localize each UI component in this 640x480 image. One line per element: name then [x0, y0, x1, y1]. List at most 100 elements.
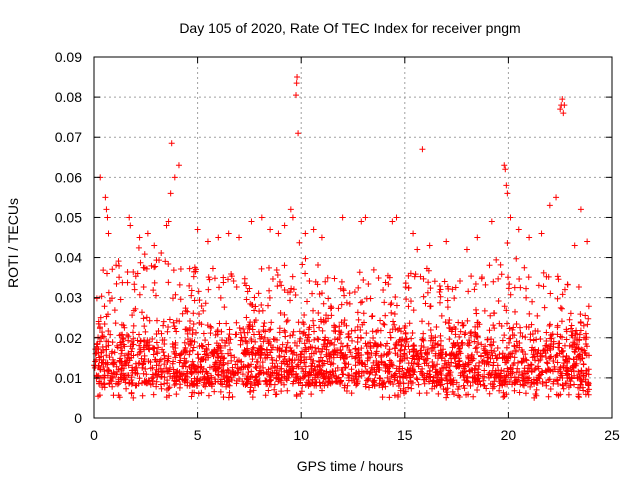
data-point-2388 [148, 375, 155, 382]
data-point-2574 [233, 380, 240, 387]
data-point-724 [91, 364, 98, 371]
data-point-2609 [165, 218, 172, 225]
data-point-1999 [284, 387, 291, 394]
data-point-579 [414, 376, 421, 383]
data-point-376 [490, 338, 497, 345]
data-point-475 [419, 318, 426, 325]
data-point-2278 [194, 377, 201, 384]
data-point-781 [150, 391, 157, 398]
data-point-2581 [189, 389, 196, 396]
data-point-2174 [498, 367, 505, 374]
data-point-941 [281, 381, 288, 388]
data-point-1749 [299, 382, 306, 389]
data-point-850 [341, 321, 348, 328]
data-point-2397 [337, 347, 344, 354]
data-point-2572 [155, 327, 162, 334]
data-point-1199 [181, 379, 188, 386]
data-point-1315 [365, 355, 372, 362]
data-point-2377 [420, 275, 427, 282]
data-point-1791 [537, 336, 544, 343]
data-point-1743 [155, 344, 162, 351]
data-point-961 [274, 283, 281, 290]
data-point-2484 [115, 376, 122, 383]
data-point-1413 [147, 359, 154, 366]
data-point-726 [317, 366, 324, 373]
data-point-1343 [196, 310, 203, 317]
data-point-1977 [136, 359, 143, 366]
data-point-1405 [188, 287, 195, 294]
data-point-2419 [416, 355, 423, 362]
data-point-1266 [486, 262, 493, 269]
data-point-464 [490, 278, 497, 285]
data-point-2170 [341, 384, 348, 391]
data-point-1618 [532, 349, 539, 356]
data-point-1523 [113, 262, 120, 269]
data-point-1866 [486, 327, 493, 334]
data-point-1676 [250, 387, 257, 394]
data-point-2526 [479, 274, 486, 281]
data-point-1839 [455, 319, 462, 326]
data-point-767 [543, 359, 550, 366]
data-point-2380 [323, 343, 330, 350]
data-point-1376 [150, 345, 157, 352]
data-point-1224 [547, 332, 554, 339]
data-point-1665 [125, 372, 132, 379]
data-point-1186 [146, 346, 153, 353]
data-point-2325 [125, 337, 132, 344]
data-point-322 [523, 357, 530, 364]
data-point-1988 [184, 330, 191, 337]
data-point-2505 [122, 358, 129, 365]
data-point-316 [522, 356, 529, 363]
data-point-1375 [516, 389, 523, 396]
data-point-2214 [129, 345, 136, 352]
y-tick-label-2: 0.02 [55, 330, 82, 346]
data-point-1911 [295, 319, 302, 326]
data-point-1072 [580, 387, 587, 394]
data-point-1112 [459, 369, 466, 376]
data-point-1633 [538, 368, 545, 375]
data-point-1336 [140, 283, 147, 290]
data-point-1686 [367, 339, 374, 346]
data-point-2594 [327, 361, 334, 368]
data-point-1424 [101, 374, 108, 381]
data-point-2368 [152, 356, 159, 363]
data-point-2035 [506, 351, 513, 358]
data-point-1897 [365, 280, 372, 287]
data-point-1538 [343, 299, 350, 306]
data-point-2447 [93, 343, 100, 350]
data-point-1348 [242, 338, 249, 345]
data-point-2645 [474, 234, 481, 241]
data-point-2655 [546, 202, 553, 209]
data-point-1409 [585, 315, 592, 322]
data-point-1807 [245, 369, 252, 376]
data-point-2510 [494, 362, 501, 369]
data-point-2418 [443, 389, 450, 396]
data-point-36 [131, 281, 138, 288]
data-point-2361 [260, 364, 267, 371]
data-point-1463 [100, 356, 107, 363]
data-point-462 [563, 353, 570, 360]
data-point-2112 [426, 367, 433, 374]
data-point-2570 [109, 360, 116, 367]
data-point-2026 [100, 380, 107, 387]
data-point-1147 [399, 357, 406, 364]
data-point-1976 [295, 356, 302, 363]
data-point-564 [403, 296, 410, 303]
data-point-2653 [526, 234, 533, 241]
data-point-513 [140, 370, 147, 377]
data-point-1565 [157, 356, 164, 363]
data-point-1169 [103, 352, 110, 359]
data-point-443 [504, 240, 511, 247]
data-point-2127 [243, 350, 250, 357]
data-point-1763 [409, 367, 416, 374]
data-point-211 [139, 364, 146, 371]
data-point-1662 [268, 365, 275, 372]
data-point-2363 [507, 364, 514, 371]
data-point-2099 [300, 330, 307, 337]
data-point-2640 [414, 246, 421, 253]
data-point-1726 [284, 289, 291, 296]
data-point-2608 [144, 230, 151, 237]
data-point-2068 [559, 334, 566, 341]
data-point-2288 [296, 328, 303, 335]
data-point-1515 [385, 368, 392, 375]
